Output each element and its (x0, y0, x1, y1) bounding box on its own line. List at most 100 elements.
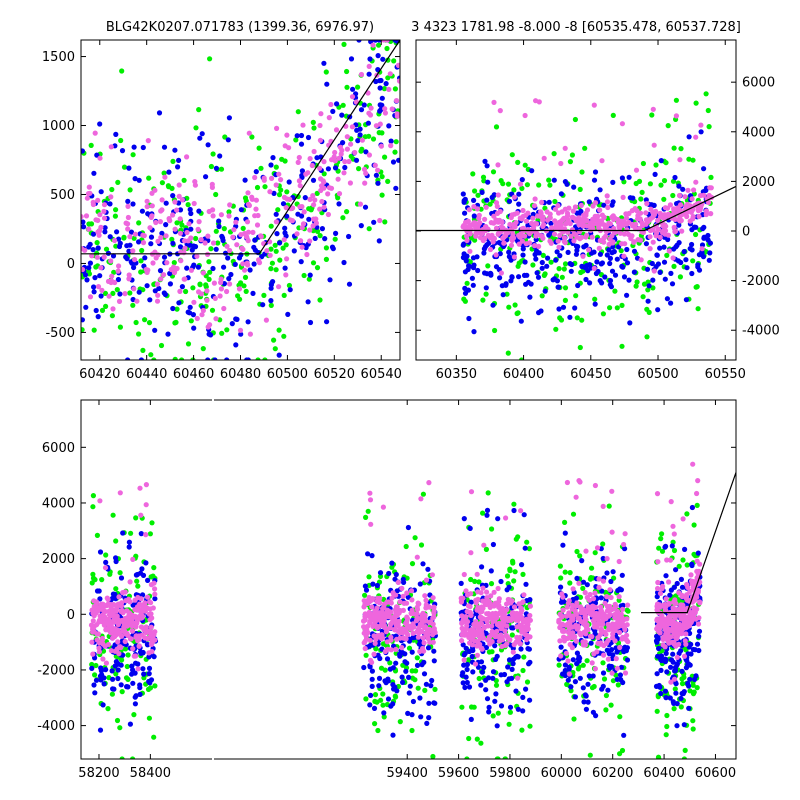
data-point (128, 530, 134, 536)
y-tick-label: -4000 (742, 324, 780, 339)
data-point (195, 226, 201, 232)
data-point (600, 660, 606, 666)
data-point (502, 756, 508, 759)
data-point (156, 285, 162, 292)
data-point (99, 307, 106, 313)
data-point (500, 292, 506, 298)
data-point (678, 704, 684, 710)
data-point (169, 185, 175, 191)
data-point (295, 159, 301, 165)
data-point (122, 621, 128, 627)
data-point (416, 641, 422, 647)
data-point (582, 639, 588, 645)
data-point (139, 632, 145, 638)
data-point (136, 289, 142, 295)
data-point (387, 71, 393, 77)
data-point (701, 192, 707, 198)
data-point (496, 610, 502, 617)
data-point (224, 243, 230, 249)
data-point (143, 624, 149, 630)
data-point (155, 292, 161, 298)
data-point (392, 576, 398, 582)
data-point (307, 156, 313, 162)
data-point (671, 145, 677, 151)
data-point (696, 628, 703, 634)
data-point (511, 211, 518, 217)
data-point (197, 282, 203, 288)
data-point (92, 130, 98, 136)
data-point (126, 613, 132, 619)
data-point (658, 536, 664, 542)
data-point (561, 238, 567, 245)
data-point (619, 343, 625, 349)
data-point (174, 207, 180, 213)
data-point (656, 545, 662, 551)
data-point (480, 510, 486, 516)
data-point (516, 241, 522, 247)
data-point (624, 622, 630, 628)
data-point (295, 109, 301, 115)
data-point (131, 235, 137, 241)
data-point (557, 638, 563, 644)
data-point (518, 646, 524, 652)
data-point (620, 634, 626, 641)
data-point (117, 725, 123, 731)
data-point (129, 260, 135, 266)
data-point (495, 516, 501, 522)
data-point (104, 626, 110, 632)
data-point (165, 183, 171, 189)
data-point (336, 155, 342, 161)
data-point (341, 170, 347, 176)
data-point (531, 243, 538, 249)
data-point (184, 154, 190, 160)
data-point (676, 222, 682, 228)
data-point (369, 683, 375, 690)
data-point (132, 231, 138, 237)
data-point (621, 274, 628, 280)
data-point (576, 654, 582, 660)
data-point (674, 654, 680, 661)
data-point (689, 196, 695, 202)
data-point (313, 220, 319, 226)
data-point (530, 221, 536, 227)
data-point (475, 267, 481, 274)
data-point (627, 320, 633, 326)
data-point (693, 179, 699, 185)
data-point (617, 629, 623, 636)
data-point (522, 545, 528, 551)
data-point (509, 558, 516, 564)
data-point (384, 656, 391, 662)
data-point (368, 105, 374, 111)
data-point (667, 557, 674, 563)
data-point (219, 233, 225, 239)
data-point (159, 197, 165, 203)
data-point (400, 679, 406, 686)
data-point (145, 138, 151, 144)
data-point (468, 716, 474, 723)
data-point (285, 311, 291, 317)
data-point (483, 546, 489, 553)
data-point (650, 277, 656, 283)
data-point (146, 665, 153, 672)
data-point (367, 56, 373, 62)
data-point (385, 678, 391, 684)
data-point (208, 163, 214, 170)
data-point (658, 182, 664, 188)
data-point (564, 613, 570, 619)
data-point (483, 291, 489, 297)
data-point (602, 274, 608, 280)
data-point (118, 575, 125, 581)
data-point (196, 107, 202, 113)
data-point (138, 258, 144, 264)
data-point (91, 284, 97, 290)
data-point (263, 317, 269, 323)
data-point (419, 612, 425, 618)
data-point (367, 112, 374, 118)
data-point (302, 195, 308, 201)
data-point (124, 256, 130, 262)
data-point (520, 246, 526, 252)
data-point (430, 595, 436, 601)
data-point (567, 641, 573, 648)
data-point (166, 216, 172, 222)
data-point (588, 640, 594, 646)
